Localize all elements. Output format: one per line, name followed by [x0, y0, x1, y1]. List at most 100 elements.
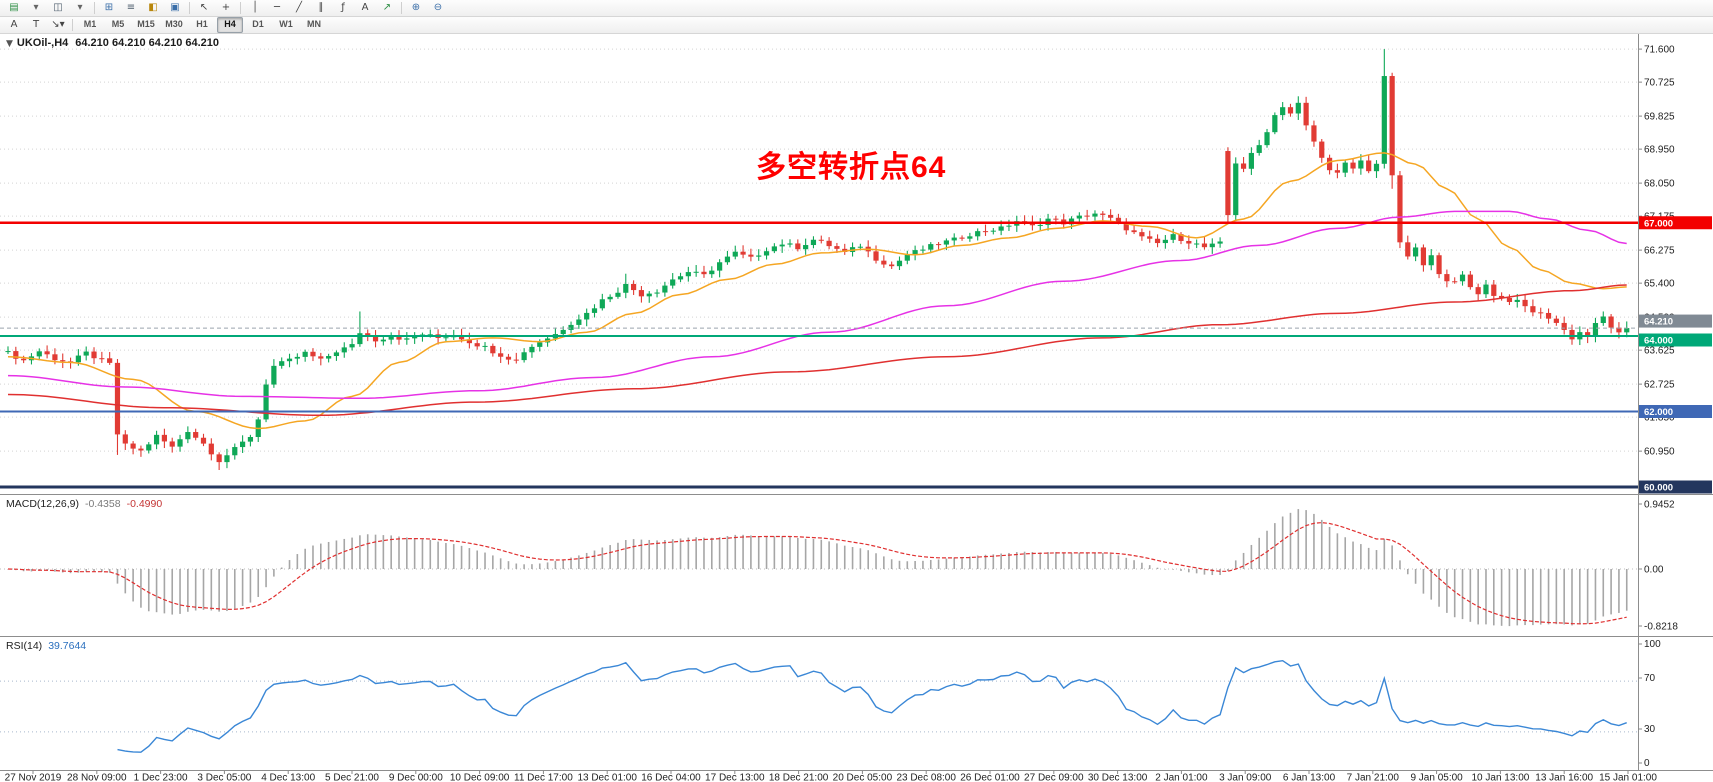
macd-bar	[1250, 544, 1253, 569]
candle-body	[1522, 299, 1528, 307]
candle-body	[1217, 241, 1223, 244]
time-label: 27 Nov 2019	[5, 773, 62, 782]
timeframe-button-d1[interactable]: D1	[252, 19, 264, 29]
macd-bar	[507, 561, 510, 569]
fibonacci-icon[interactable]: ƒ	[341, 2, 345, 13]
macd-main-value: -0.4358	[84, 498, 121, 510]
macd-bar	[382, 535, 385, 569]
chart-profiles-dropdown-icon[interactable]: ▾	[77, 2, 83, 13]
annotation-text[interactable]: 多空转折点64	[756, 151, 947, 184]
macd-bar	[1102, 553, 1104, 569]
horizontal-line-icon[interactable]: ─	[273, 2, 281, 13]
candle-body	[153, 434, 160, 445]
macd-bar	[836, 543, 838, 569]
macd-bar	[671, 539, 674, 569]
arrow-icon[interactable]: ↗	[382, 2, 392, 13]
candle-body	[1444, 274, 1450, 282]
candle-body	[677, 276, 684, 280]
text-tool[interactable]: A	[10, 19, 18, 30]
vertical-line-icon[interactable]: │	[251, 2, 259, 13]
macd-bar	[273, 569, 275, 577]
timeframe-button-m30[interactable]: M30	[165, 19, 183, 29]
macd-bar	[1618, 569, 1620, 613]
one-click-trading-toggle-icon[interactable]: ▼	[6, 39, 13, 49]
candle-body	[193, 432, 199, 438]
candle-body	[240, 441, 246, 448]
candle-body	[1123, 222, 1129, 231]
trendline-icon[interactable]: ╱	[295, 2, 303, 13]
text-icon[interactable]: A	[361, 2, 369, 13]
macd-bar	[1594, 569, 1597, 621]
chart-profiles-icon[interactable]: ◫	[53, 2, 63, 13]
new-chart-icon[interactable]: ▤	[9, 2, 19, 13]
macd-bar	[1289, 512, 1292, 569]
timeframe-button-w1[interactable]: W1	[279, 19, 293, 29]
navigator-icon[interactable]: ◧	[148, 2, 158, 13]
candle-body	[349, 344, 355, 348]
candle-body	[1170, 234, 1176, 240]
candle-body	[216, 454, 222, 463]
candle-body	[1295, 102, 1301, 114]
arrow-style-tool[interactable]: ↘▾	[51, 19, 65, 30]
macd-bar	[961, 557, 963, 569]
zoom-out-icon[interactable]: ⊖	[433, 2, 443, 13]
macd-bar	[1031, 552, 1034, 569]
macd-bar	[992, 554, 995, 569]
candle-body	[1499, 295, 1505, 298]
candle-body	[623, 283, 629, 293]
zoom-in-icon[interactable]: ⊕	[411, 2, 421, 13]
macd-panel[interactable]	[0, 497, 1638, 636]
macd-bar	[116, 569, 119, 584]
price-scale[interactable]	[1638, 34, 1713, 770]
timeframe-button-m1[interactable]: M1	[83, 19, 97, 29]
crosshair-icon[interactable]: +	[221, 2, 231, 13]
timeframe-button-m15[interactable]: M15	[137, 19, 155, 29]
time-label: 13 Jan 16:00	[1535, 773, 1593, 782]
timeframe-button-mn[interactable]: MN	[307, 19, 321, 29]
time-label: 28 Nov 09:00	[67, 773, 127, 782]
macd-bar	[726, 536, 729, 569]
macd-bar	[1070, 553, 1073, 569]
candle-body	[529, 346, 535, 353]
terminal-icon[interactable]: ▣	[170, 2, 180, 13]
rsi-panel[interactable]	[0, 639, 1638, 770]
candle-body	[1225, 151, 1231, 216]
macd-bar	[1555, 569, 1558, 625]
label-tool[interactable]: T	[32, 19, 40, 30]
candle-body	[881, 260, 887, 265]
channel-icon[interactable]: ∥	[318, 2, 324, 13]
macd-bar	[1469, 569, 1472, 622]
macd-bar	[1219, 569, 1221, 576]
macd-bar	[288, 560, 291, 569]
candle-body	[107, 358, 113, 363]
cursor-icon[interactable]: ↖	[199, 2, 209, 13]
market-watch-icon[interactable]: ⊞	[104, 2, 114, 13]
timeframe-button-m5[interactable]: M5	[111, 19, 125, 29]
timeframe-button-h4[interactable]: H4	[217, 17, 243, 33]
macd-bar	[546, 562, 549, 569]
macd-bar	[1453, 569, 1456, 618]
candle-body	[568, 324, 574, 330]
candle-body	[1311, 125, 1317, 142]
macd-bar	[750, 535, 752, 569]
price-tag	[1639, 480, 1712, 494]
macd-bar	[929, 559, 932, 569]
time-label: 18 Dec 21:00	[769, 773, 829, 782]
candle-body	[1233, 163, 1239, 216]
macd-bar	[1227, 569, 1229, 572]
candle-body	[513, 359, 519, 361]
candle-body	[1108, 214, 1114, 218]
macd-indicator-label: MACD(12,26,9) -0.4358 -0.4990	[6, 498, 162, 510]
candle-body	[1162, 239, 1168, 244]
candle-body	[169, 441, 175, 447]
candle-body	[1592, 323, 1599, 337]
candle-body	[959, 237, 965, 239]
price-tag-label: 60.000	[1644, 483, 1673, 494]
new-chart-dropdown-icon[interactable]: ▾	[33, 2, 39, 13]
timeframe-button-h1[interactable]: H1	[196, 19, 208, 29]
time-scale[interactable]	[0, 771, 1713, 782]
macd-bar	[1579, 569, 1581, 625]
macd-bar	[202, 569, 205, 610]
data-window-icon[interactable]: ≡	[126, 2, 136, 13]
